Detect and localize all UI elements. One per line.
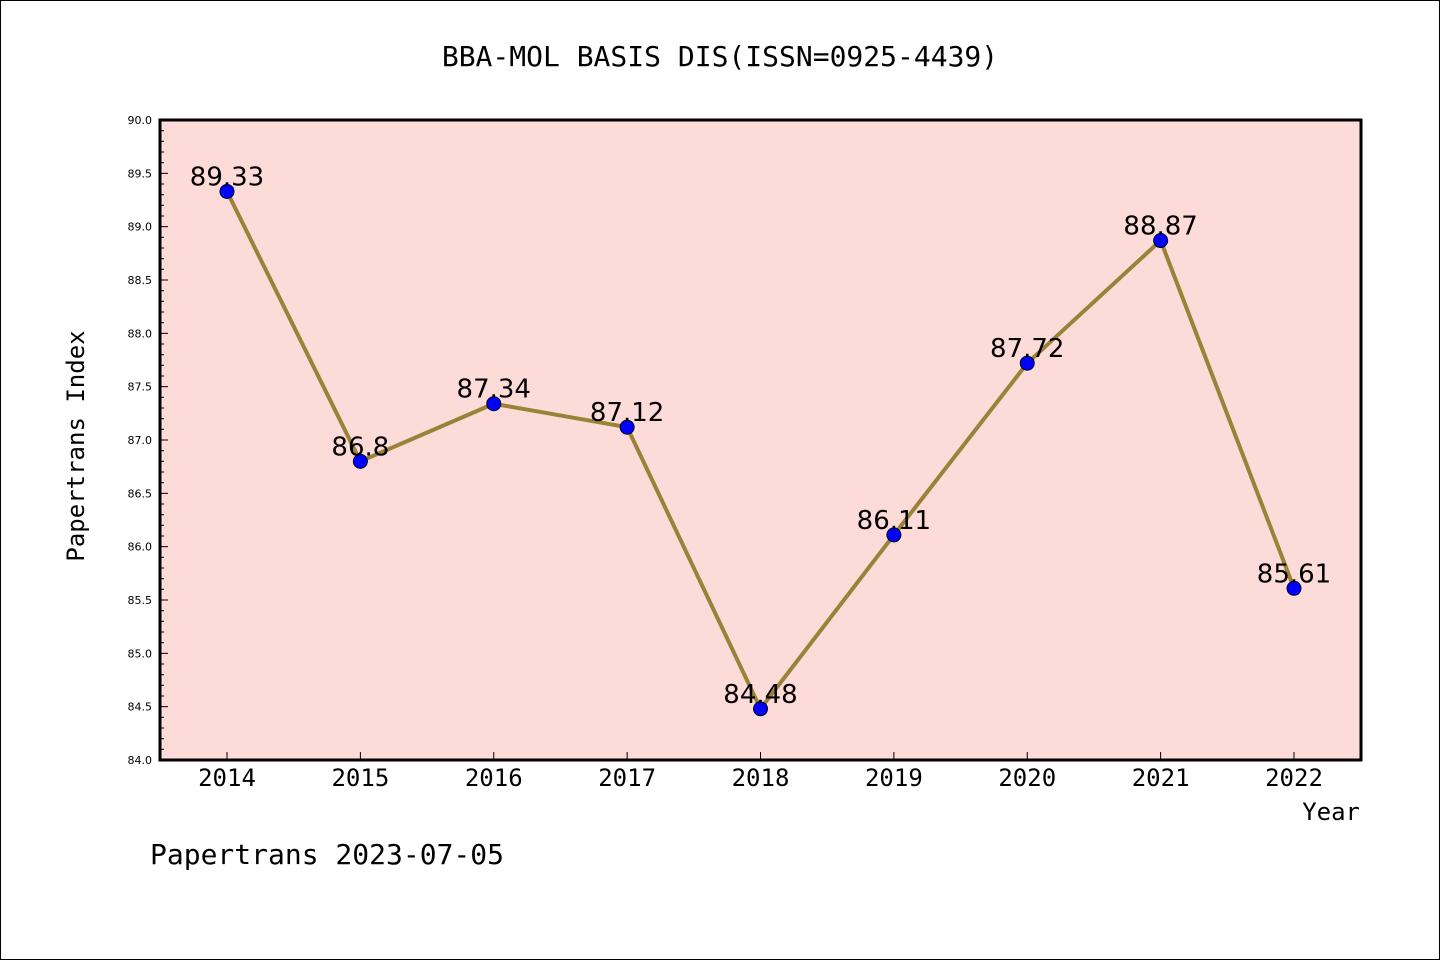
data-point bbox=[886, 527, 902, 543]
data-label: 88.87 bbox=[1123, 212, 1197, 242]
y-tick-label: 85.5 bbox=[128, 594, 153, 607]
x-tick-label: 2022 bbox=[1265, 764, 1323, 792]
data-label: 87.34 bbox=[457, 375, 531, 405]
x-tick-label: 2018 bbox=[732, 764, 790, 792]
data-point bbox=[352, 453, 368, 469]
x-tick-label: 2019 bbox=[865, 764, 923, 792]
x-tick-label: 2015 bbox=[331, 764, 389, 792]
y-tick-label: 88.0 bbox=[128, 327, 153, 340]
series-markers bbox=[219, 183, 1302, 717]
data-label: 86.11 bbox=[857, 506, 931, 536]
y-axis-label: Papertrans Index bbox=[62, 330, 90, 561]
data-label: 89.33 bbox=[190, 162, 264, 192]
data-point bbox=[219, 183, 235, 199]
plot-area bbox=[158, 118, 1363, 762]
data-label: 84.48 bbox=[723, 680, 797, 710]
y-tick-label: 85.0 bbox=[128, 647, 153, 660]
x-tick-label: 2017 bbox=[598, 764, 656, 792]
x-axis: 2014 2015 2016 2017 2018 2019 2020 2021 2022 bbox=[198, 752, 1323, 792]
data-label: 87.12 bbox=[590, 398, 664, 428]
y-axis: 84.0 84.5 85.0 85.5 86.0 86.5 87.0 87.5 88.0 88.5… bbox=[128, 114, 168, 767]
y-tick-label: 87.0 bbox=[128, 434, 153, 447]
y-tick-label: 86.5 bbox=[128, 487, 153, 500]
data-point bbox=[1153, 233, 1169, 249]
chart-title: BBA-MOL BASIS DIS(ISSN=0925-4439) bbox=[442, 40, 998, 73]
x-tick-label: 2021 bbox=[1132, 764, 1190, 792]
data-point bbox=[619, 419, 635, 435]
data-labels: 89.33 86.8 87.34 87.12 84.48 86.11 87.72 88.87 8… bbox=[190, 162, 1331, 709]
data-label: 86.8 bbox=[331, 432, 389, 462]
y-tick-label: 89.5 bbox=[128, 167, 153, 180]
data-label: 85.61 bbox=[1257, 559, 1331, 589]
data-point bbox=[1286, 580, 1302, 596]
y-tick-label: 89.0 bbox=[128, 221, 153, 234]
data-point bbox=[753, 701, 768, 717]
y-tick-label: 86.0 bbox=[128, 541, 153, 554]
data-point bbox=[1019, 355, 1035, 371]
data-point bbox=[486, 396, 502, 412]
y-tick-label: 90.0 bbox=[128, 114, 153, 127]
x-tick-label: 2016 bbox=[465, 764, 523, 792]
data-label: 87.72 bbox=[990, 334, 1064, 364]
footer-text: Papertrans 2023-07-05 bbox=[150, 838, 504, 871]
y-tick-label: 84.5 bbox=[128, 701, 153, 714]
y-tick-label: 87.5 bbox=[128, 381, 153, 394]
x-axis-label: Year bbox=[1302, 798, 1360, 826]
y-tick-label: 88.5 bbox=[128, 274, 153, 287]
x-tick-label: 2014 bbox=[198, 764, 256, 792]
y-tick-label: 84.0 bbox=[128, 754, 153, 767]
x-tick-label: 2020 bbox=[998, 764, 1056, 792]
